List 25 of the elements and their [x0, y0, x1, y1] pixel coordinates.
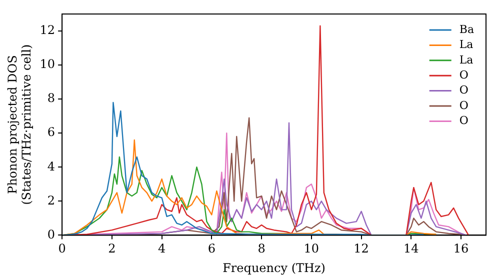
- y-tick-label: 12: [40, 23, 56, 38]
- y-tick-label: 6: [47, 125, 56, 140]
- legend-label: La: [459, 38, 474, 52]
- y-tick-label: 2: [47, 193, 56, 208]
- x-tick-label: 6: [208, 242, 216, 256]
- x-axis-title: Frequency (THz): [222, 260, 326, 275]
- x-tick-label: 14: [404, 242, 420, 256]
- y-tick-label: 4: [47, 159, 56, 174]
- y-axis-title: Phonon projected DOS (States/THz·primitive cell): [5, 44, 34, 205]
- legend-label: O: [459, 98, 468, 112]
- x-tick-label: 0: [58, 242, 66, 256]
- legend-label: O: [459, 68, 468, 82]
- x-tick-label: 12: [354, 242, 369, 256]
- x-tick-label: 16: [453, 242, 469, 256]
- legend-label: Ba: [459, 22, 474, 36]
- legend-label: O: [459, 114, 468, 128]
- legend-label: O: [459, 84, 468, 97]
- legend-label: La: [459, 53, 474, 66]
- y-tick-label: 10: [40, 57, 56, 72]
- y-tick-label: 8: [47, 91, 56, 106]
- x-tick-label: 4: [158, 242, 166, 256]
- x-tick-label: 8: [258, 242, 266, 256]
- x-tick-label: 10: [304, 242, 320, 256]
- x-tick-label: 2: [108, 242, 116, 256]
- y-tick-label: 0: [47, 227, 56, 242]
